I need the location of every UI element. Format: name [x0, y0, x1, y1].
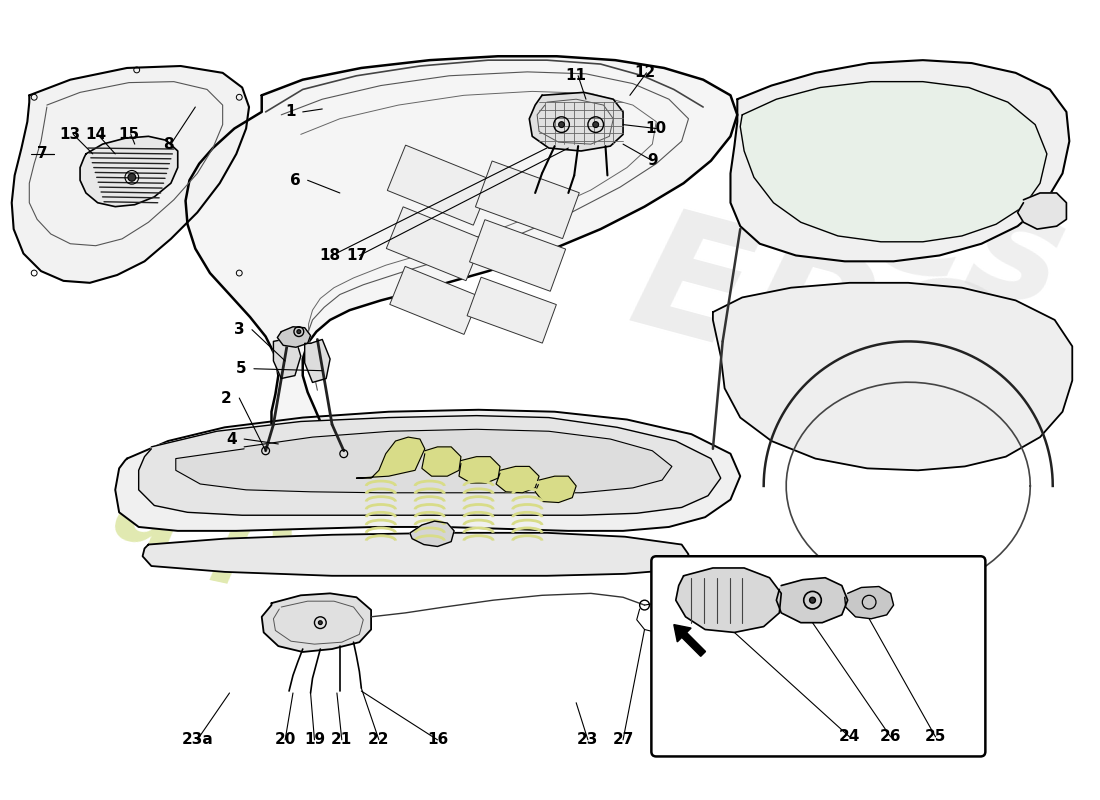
Polygon shape: [713, 283, 1072, 470]
Circle shape: [128, 174, 135, 182]
Polygon shape: [459, 457, 500, 483]
Polygon shape: [186, 56, 737, 453]
Text: 27: 27: [613, 732, 634, 747]
Text: 1985: 1985: [730, 336, 1008, 493]
Text: 23a: 23a: [182, 732, 213, 747]
Bar: [386, 207, 483, 281]
Text: 25: 25: [925, 730, 946, 745]
Circle shape: [593, 122, 598, 127]
Text: 4: 4: [227, 431, 236, 446]
Text: 15: 15: [119, 127, 140, 142]
Text: EPC: EPC: [616, 197, 1004, 447]
Polygon shape: [274, 337, 300, 378]
Text: 13: 13: [59, 127, 81, 142]
Text: 20: 20: [275, 732, 296, 747]
Polygon shape: [422, 447, 461, 476]
Polygon shape: [845, 586, 893, 618]
Polygon shape: [356, 437, 425, 478]
Polygon shape: [305, 339, 330, 382]
Circle shape: [318, 621, 322, 625]
Bar: [475, 161, 580, 238]
Polygon shape: [176, 430, 672, 493]
Text: 26: 26: [880, 730, 901, 745]
FancyBboxPatch shape: [651, 556, 986, 757]
Text: 6: 6: [289, 173, 300, 188]
Bar: [468, 277, 557, 343]
Polygon shape: [143, 533, 689, 576]
Polygon shape: [536, 476, 576, 502]
Text: 17: 17: [345, 248, 367, 263]
Circle shape: [810, 598, 815, 603]
Text: 11: 11: [565, 68, 586, 83]
Text: es: es: [854, 146, 1080, 341]
Circle shape: [297, 330, 300, 334]
Polygon shape: [1018, 193, 1066, 229]
Text: 22: 22: [368, 732, 389, 747]
Text: 23: 23: [578, 732, 598, 747]
Polygon shape: [277, 326, 310, 347]
Bar: [389, 266, 480, 334]
Polygon shape: [675, 568, 781, 633]
Polygon shape: [262, 594, 371, 652]
Polygon shape: [730, 60, 1069, 262]
Text: 8: 8: [163, 137, 174, 152]
Text: 9: 9: [647, 154, 658, 168]
Polygon shape: [80, 136, 178, 206]
Text: 21: 21: [331, 732, 352, 747]
Text: 14: 14: [85, 127, 107, 142]
Text: 18: 18: [319, 248, 341, 263]
Circle shape: [559, 122, 564, 127]
Text: 10: 10: [646, 121, 667, 136]
Bar: [387, 145, 492, 225]
Bar: [470, 220, 565, 291]
FancyArrow shape: [674, 625, 705, 656]
Text: 5: 5: [235, 362, 246, 376]
Text: 16: 16: [427, 732, 448, 747]
Polygon shape: [496, 466, 539, 493]
Text: a p: a p: [106, 458, 304, 595]
Text: 3: 3: [234, 322, 244, 337]
Polygon shape: [529, 92, 623, 151]
Text: 24: 24: [839, 730, 860, 745]
Polygon shape: [777, 578, 848, 622]
Polygon shape: [12, 66, 249, 283]
Text: 1: 1: [286, 105, 296, 119]
Polygon shape: [139, 416, 720, 515]
Text: 7: 7: [36, 146, 47, 162]
Polygon shape: [116, 410, 740, 531]
Text: 2: 2: [221, 390, 232, 406]
Polygon shape: [740, 82, 1047, 242]
Text: 19: 19: [304, 732, 324, 747]
Text: 12: 12: [634, 66, 656, 80]
Polygon shape: [410, 521, 454, 546]
